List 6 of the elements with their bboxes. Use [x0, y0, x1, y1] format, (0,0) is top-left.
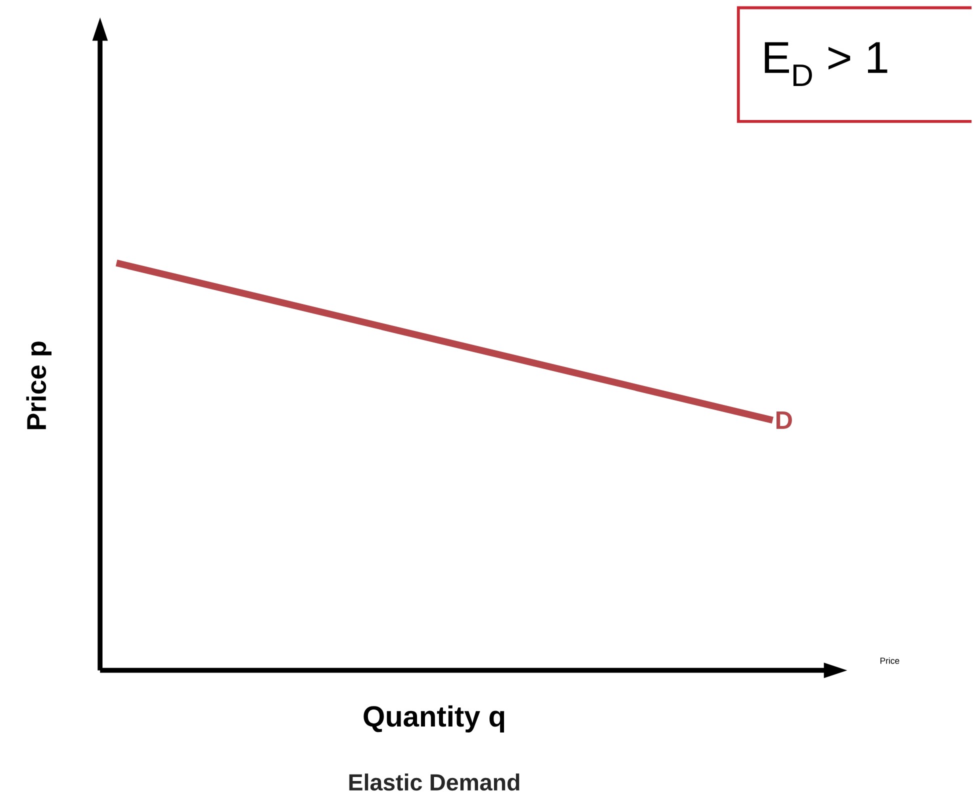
x-axis-title: Quantity q — [364, 705, 504, 732]
y-axis-title: Price p — [26, 341, 52, 429]
text: Elastic Demand — [349, 773, 520, 790]
series-label: D — [776, 411, 792, 429]
annotation: Price — [880, 657, 900, 664]
text: E$_{D}$ > 1 — [764, 42, 888, 86]
